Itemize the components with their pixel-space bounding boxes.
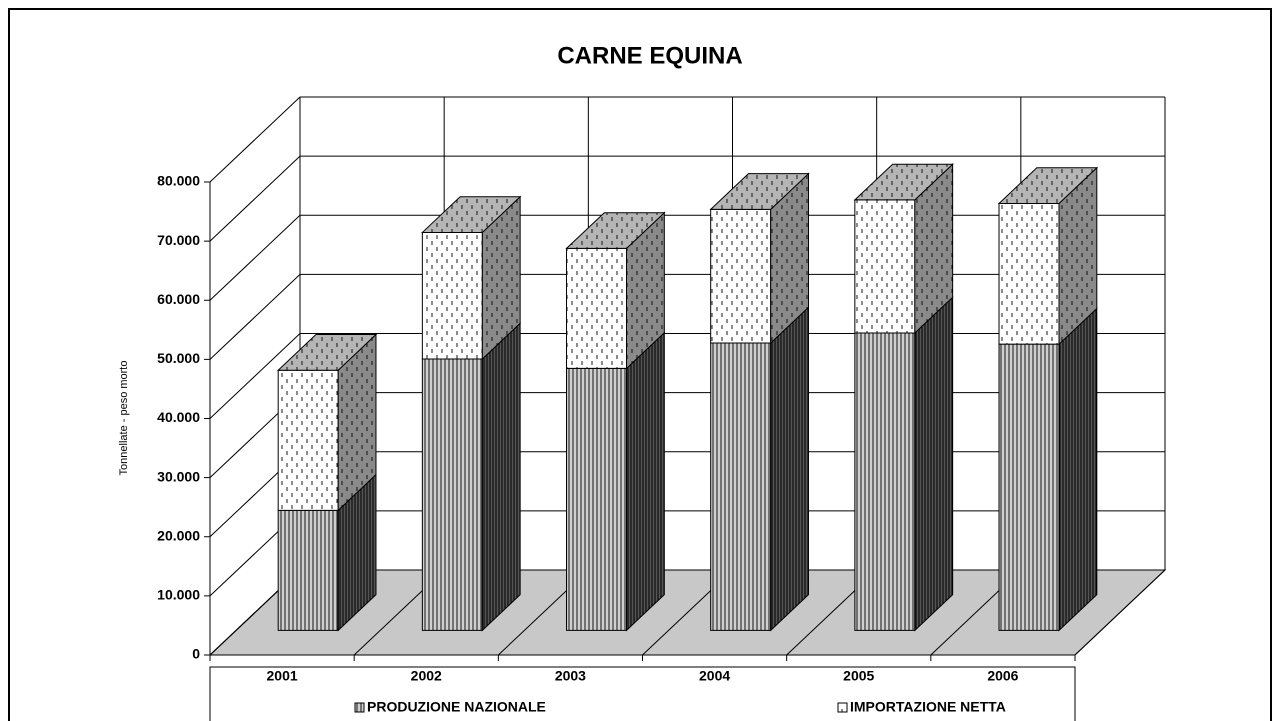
y-tick-label: 70.000 xyxy=(157,232,200,248)
bar-side-hatch xyxy=(914,164,953,333)
bar-front-hatch xyxy=(422,358,483,631)
x-tick-label: 2001 xyxy=(267,668,298,684)
bar-front-hatch xyxy=(854,199,915,333)
bar-segment xyxy=(421,195,522,361)
y-tick-label: 50.000 xyxy=(157,350,200,366)
bar-front-hatch xyxy=(999,203,1060,345)
chart-title: CARNE EQUINA xyxy=(557,42,742,69)
legend-swatch-hatch xyxy=(838,703,847,712)
y-tick-label: 40.000 xyxy=(157,409,200,425)
bar-side-hatch xyxy=(626,212,665,369)
grid-line xyxy=(209,214,301,301)
y-tick-label: 80.000 xyxy=(157,173,200,189)
bar-segment xyxy=(854,296,954,632)
x-tick-label: 2005 xyxy=(843,668,874,684)
y-tick-label: 20.000 xyxy=(157,527,200,543)
bar-top-hatch xyxy=(854,164,953,200)
bar-front-hatch xyxy=(566,248,627,369)
bar-top-hatch xyxy=(278,334,376,371)
y-tick-label: 30.000 xyxy=(157,468,200,484)
x-tick-label: 2004 xyxy=(699,668,730,684)
bar-segment xyxy=(710,306,809,632)
bar-top-hatch xyxy=(710,173,809,210)
bar-segment xyxy=(997,166,1099,346)
bar-front-hatch xyxy=(999,344,1060,631)
bar-front-hatch xyxy=(278,510,339,631)
grid-line xyxy=(209,333,301,419)
bar-side xyxy=(1058,307,1098,632)
y-axis-title: Tonnellate - peso morto xyxy=(118,361,130,476)
y-tick-label: 10.000 xyxy=(157,587,200,603)
bar-side xyxy=(914,296,954,632)
bar-side xyxy=(770,306,809,632)
bar-top-hatch xyxy=(422,196,521,233)
bar-segment xyxy=(853,163,954,335)
bar-segment xyxy=(566,331,665,632)
y-tick-label: 60.000 xyxy=(157,291,200,307)
x-tick-label: 2006 xyxy=(987,668,1018,684)
grid-line xyxy=(209,96,301,183)
x-tick-label: 2003 xyxy=(555,668,586,684)
bar-side xyxy=(626,331,665,632)
bar-segment xyxy=(276,333,378,512)
bar-top-hatch xyxy=(566,212,665,249)
bar-side-hatch xyxy=(338,334,376,511)
legend-swatch-hatch xyxy=(355,703,364,712)
grid-line xyxy=(209,155,301,242)
bar-front-hatch xyxy=(710,343,771,631)
legend-box xyxy=(209,666,1076,721)
bar-side-hatch xyxy=(482,196,521,359)
frame xyxy=(8,8,1272,721)
bar-front-hatch xyxy=(854,332,915,631)
legend-label: IMPORTAZIONE NETTA xyxy=(850,699,1006,715)
bar-side-hatch xyxy=(1059,167,1097,345)
y-tick-label: 0 xyxy=(192,646,200,662)
bar-segment xyxy=(421,322,521,632)
bar-top-hatch xyxy=(999,167,1097,204)
bar-side xyxy=(481,322,521,632)
legend-label: PRODUZIONE NAZIONALE xyxy=(367,699,546,715)
bar-front-hatch xyxy=(566,368,627,631)
floor-line xyxy=(1074,569,1166,656)
bar-front-hatch xyxy=(422,232,483,359)
bar-segment xyxy=(709,172,810,345)
bar-front-hatch xyxy=(278,370,339,511)
bar-segment xyxy=(565,211,666,370)
bar-segment xyxy=(277,473,377,632)
bar-segment xyxy=(998,307,1098,632)
x-tick-label: 2002 xyxy=(411,668,442,684)
bar-side-hatch xyxy=(770,173,809,344)
bar-front-hatch xyxy=(710,209,771,344)
grid-line xyxy=(209,274,301,360)
